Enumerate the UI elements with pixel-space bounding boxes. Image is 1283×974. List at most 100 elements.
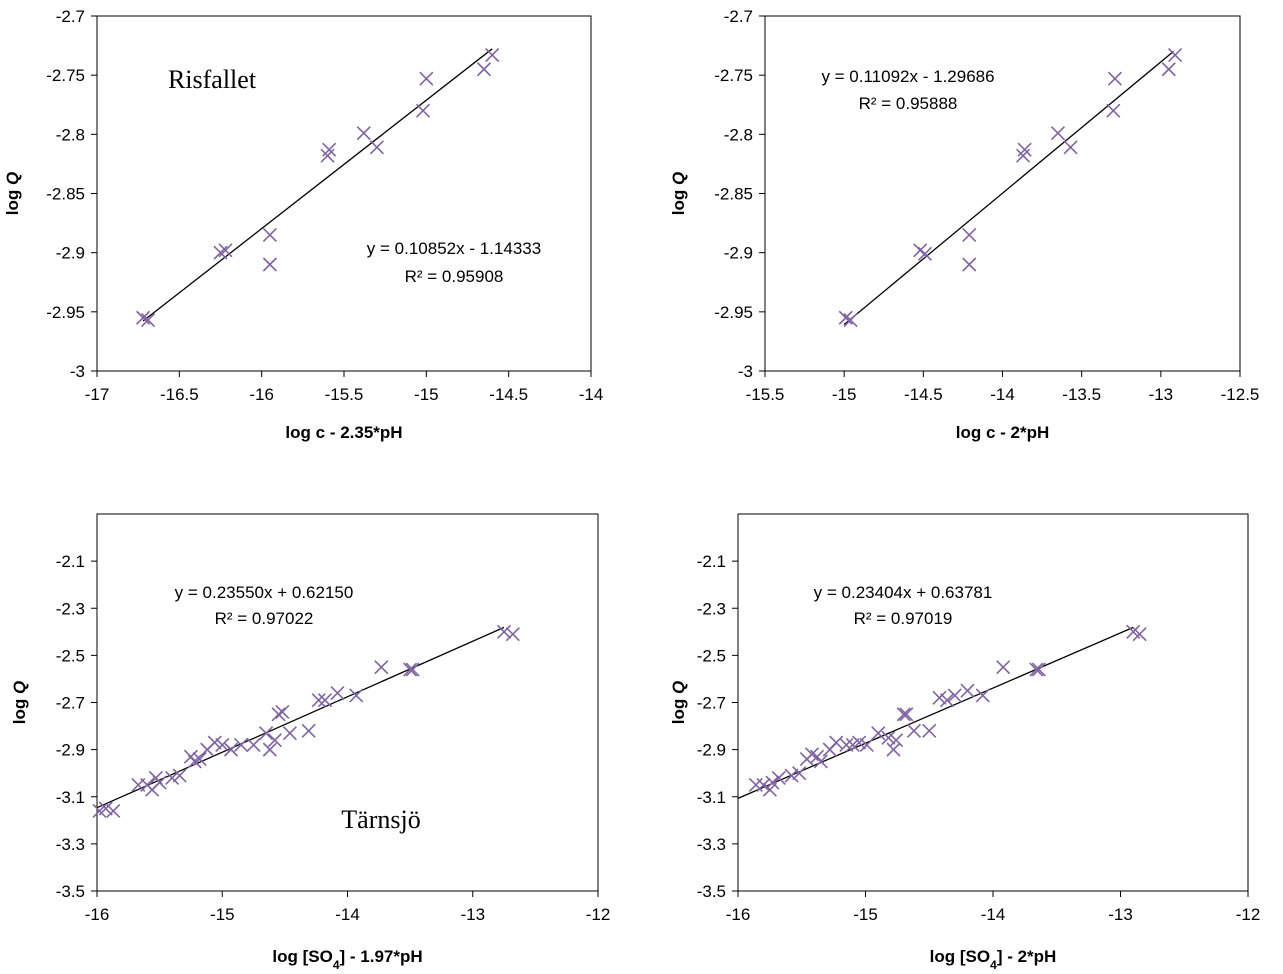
- data-point: [748, 777, 763, 793]
- data-point: [140, 313, 156, 328]
- y-tick-label: -2.9: [56, 741, 85, 760]
- x-tick-label: -12: [586, 905, 611, 924]
- data-point: [246, 737, 261, 752]
- data-point: [317, 693, 333, 708]
- data-point: [419, 71, 434, 86]
- trendline-equation: y = 0.23550x + 0.62150: [175, 583, 354, 602]
- data-point: [886, 742, 901, 757]
- data-point: [369, 140, 384, 155]
- x-axis-title: log [SO4] - 1.97*pH: [272, 947, 422, 972]
- x-tick-label: -15: [853, 905, 878, 924]
- data-point: [962, 227, 977, 242]
- data-point: [152, 775, 167, 790]
- data-point: [1016, 148, 1031, 163]
- data-point: [1063, 140, 1078, 155]
- data-point: [223, 742, 239, 757]
- y-tick-label: -3.3: [56, 835, 85, 854]
- data-point: [207, 735, 222, 750]
- data-point: [485, 47, 500, 63]
- y-tick-label: -3.5: [697, 882, 726, 901]
- y-tick-label: -2.75: [714, 66, 753, 85]
- data-point: [192, 751, 207, 767]
- x-tick-label: -13: [1108, 905, 1133, 924]
- site-label: Tärnsjö: [341, 805, 420, 834]
- y-tick-label: -2.7: [697, 694, 726, 713]
- data-point: [859, 737, 874, 752]
- data-point: [259, 726, 274, 741]
- trendline-equation: y = 0.23404x + 0.63781: [814, 583, 993, 602]
- x-tick-label: -15.5: [325, 385, 364, 404]
- data-point: [215, 737, 230, 752]
- chart-4: -16 -15 -14 -13 -12 -3.5 -3.3 -3.1 -2.9 -2.7 -2.5 -…: [669, 513, 1261, 972]
- x-tick-label: -15: [210, 905, 235, 924]
- x-tick-label: -16: [726, 905, 751, 924]
- data-point: [975, 688, 990, 703]
- data-point: [136, 310, 151, 325]
- data-point: [1017, 142, 1032, 157]
- y-axis-title: log Q: [3, 172, 22, 215]
- x-tick-label: -17: [85, 385, 110, 404]
- x-tick-label: -16: [85, 905, 110, 924]
- plot-area: [96, 513, 599, 892]
- data-point: [813, 754, 828, 769]
- y-tick-label: -2.5: [697, 646, 726, 665]
- data-point: [1106, 103, 1121, 118]
- data-point: [267, 733, 282, 748]
- x-tick-label: -13: [460, 905, 485, 924]
- y-tick-label: -3.5: [56, 882, 85, 901]
- y-tick-label: -2.8: [724, 125, 753, 144]
- data-point: [871, 726, 886, 741]
- x-tick-label: -14: [990, 385, 1015, 404]
- data-point: [165, 770, 180, 785]
- y-tick-label: -3: [70, 362, 85, 381]
- x-tick-label: -16.5: [160, 385, 199, 404]
- data-point: [889, 733, 904, 748]
- data-point: [1031, 662, 1046, 677]
- data-point: [839, 737, 854, 752]
- x-axis-title: log c - 2*pH: [956, 423, 1050, 442]
- y-tick-label: -2.3: [697, 599, 726, 618]
- data-point: [301, 723, 316, 738]
- x-axis-title: log [SO4] - 2*pH: [930, 947, 1057, 972]
- y-tick-label: -2.9: [697, 741, 726, 760]
- y-tick-label: -2.85: [46, 185, 85, 204]
- plot-area: [737, 513, 1249, 892]
- y-tick-label: -2.5: [56, 646, 85, 665]
- trendline: [737, 626, 1134, 799]
- data-point: [940, 693, 955, 708]
- data-point: [349, 688, 364, 703]
- data-point: [906, 723, 922, 738]
- data-point: [962, 257, 977, 272]
- site-label: Risfallet: [168, 65, 257, 94]
- y-tick-label: -2.75: [46, 66, 85, 85]
- data-point: [415, 103, 431, 118]
- trendline: [142, 48, 493, 322]
- chart-3: -16 -15 -14 -13 -12 -3.5 -3.3 -3.1 -2.9 -2.7 -2.5 -…: [10, 513, 611, 972]
- x-tick-label: -15: [832, 385, 857, 404]
- r-squared-label: R² = 0.95888: [859, 94, 958, 113]
- data-point: [374, 660, 389, 675]
- y-tick-label: -3.1: [56, 788, 85, 807]
- data-point: [271, 707, 286, 722]
- data-point: [311, 693, 326, 708]
- r-squared-label: R² = 0.97022: [215, 609, 314, 628]
- data-point: [1029, 662, 1044, 677]
- y-tick-label: -3: [738, 362, 753, 381]
- data-point: [899, 707, 914, 722]
- y-tick-label: -2.3: [56, 599, 85, 618]
- data-point: [403, 662, 418, 677]
- data-point: [106, 803, 121, 818]
- data-point: [917, 246, 932, 261]
- r-squared-label: R² = 0.95908: [405, 267, 504, 286]
- x-tick-label: -15: [414, 385, 439, 404]
- y-axis-title: log Q: [10, 681, 29, 724]
- data-point: [218, 243, 233, 258]
- y-tick-label: -2.7: [56, 694, 85, 713]
- x-tick-label: -13.5: [1062, 385, 1101, 404]
- y-axis-title: log Q: [669, 681, 688, 724]
- data-point: [838, 310, 853, 325]
- x-tick-label: -12: [1236, 905, 1261, 924]
- data-point: [505, 627, 520, 642]
- data-point: [187, 754, 202, 769]
